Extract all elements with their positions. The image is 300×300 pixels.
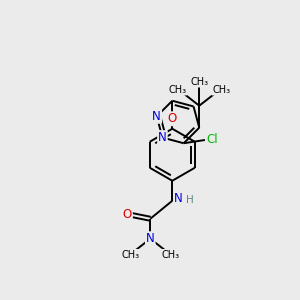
Text: CH₃: CH₃ <box>190 77 208 87</box>
Text: N: N <box>174 192 183 205</box>
Text: N: N <box>152 110 161 123</box>
Text: CH₃: CH₃ <box>212 85 230 95</box>
Text: O: O <box>168 112 177 125</box>
Text: H: H <box>186 195 194 205</box>
Text: O: O <box>123 208 132 221</box>
Text: N: N <box>158 131 167 144</box>
Text: Cl: Cl <box>206 133 218 146</box>
Text: CH₃: CH₃ <box>168 85 186 95</box>
Text: CH₃: CH₃ <box>121 250 140 260</box>
Text: CH₃: CH₃ <box>161 250 179 260</box>
Text: N: N <box>146 232 155 245</box>
